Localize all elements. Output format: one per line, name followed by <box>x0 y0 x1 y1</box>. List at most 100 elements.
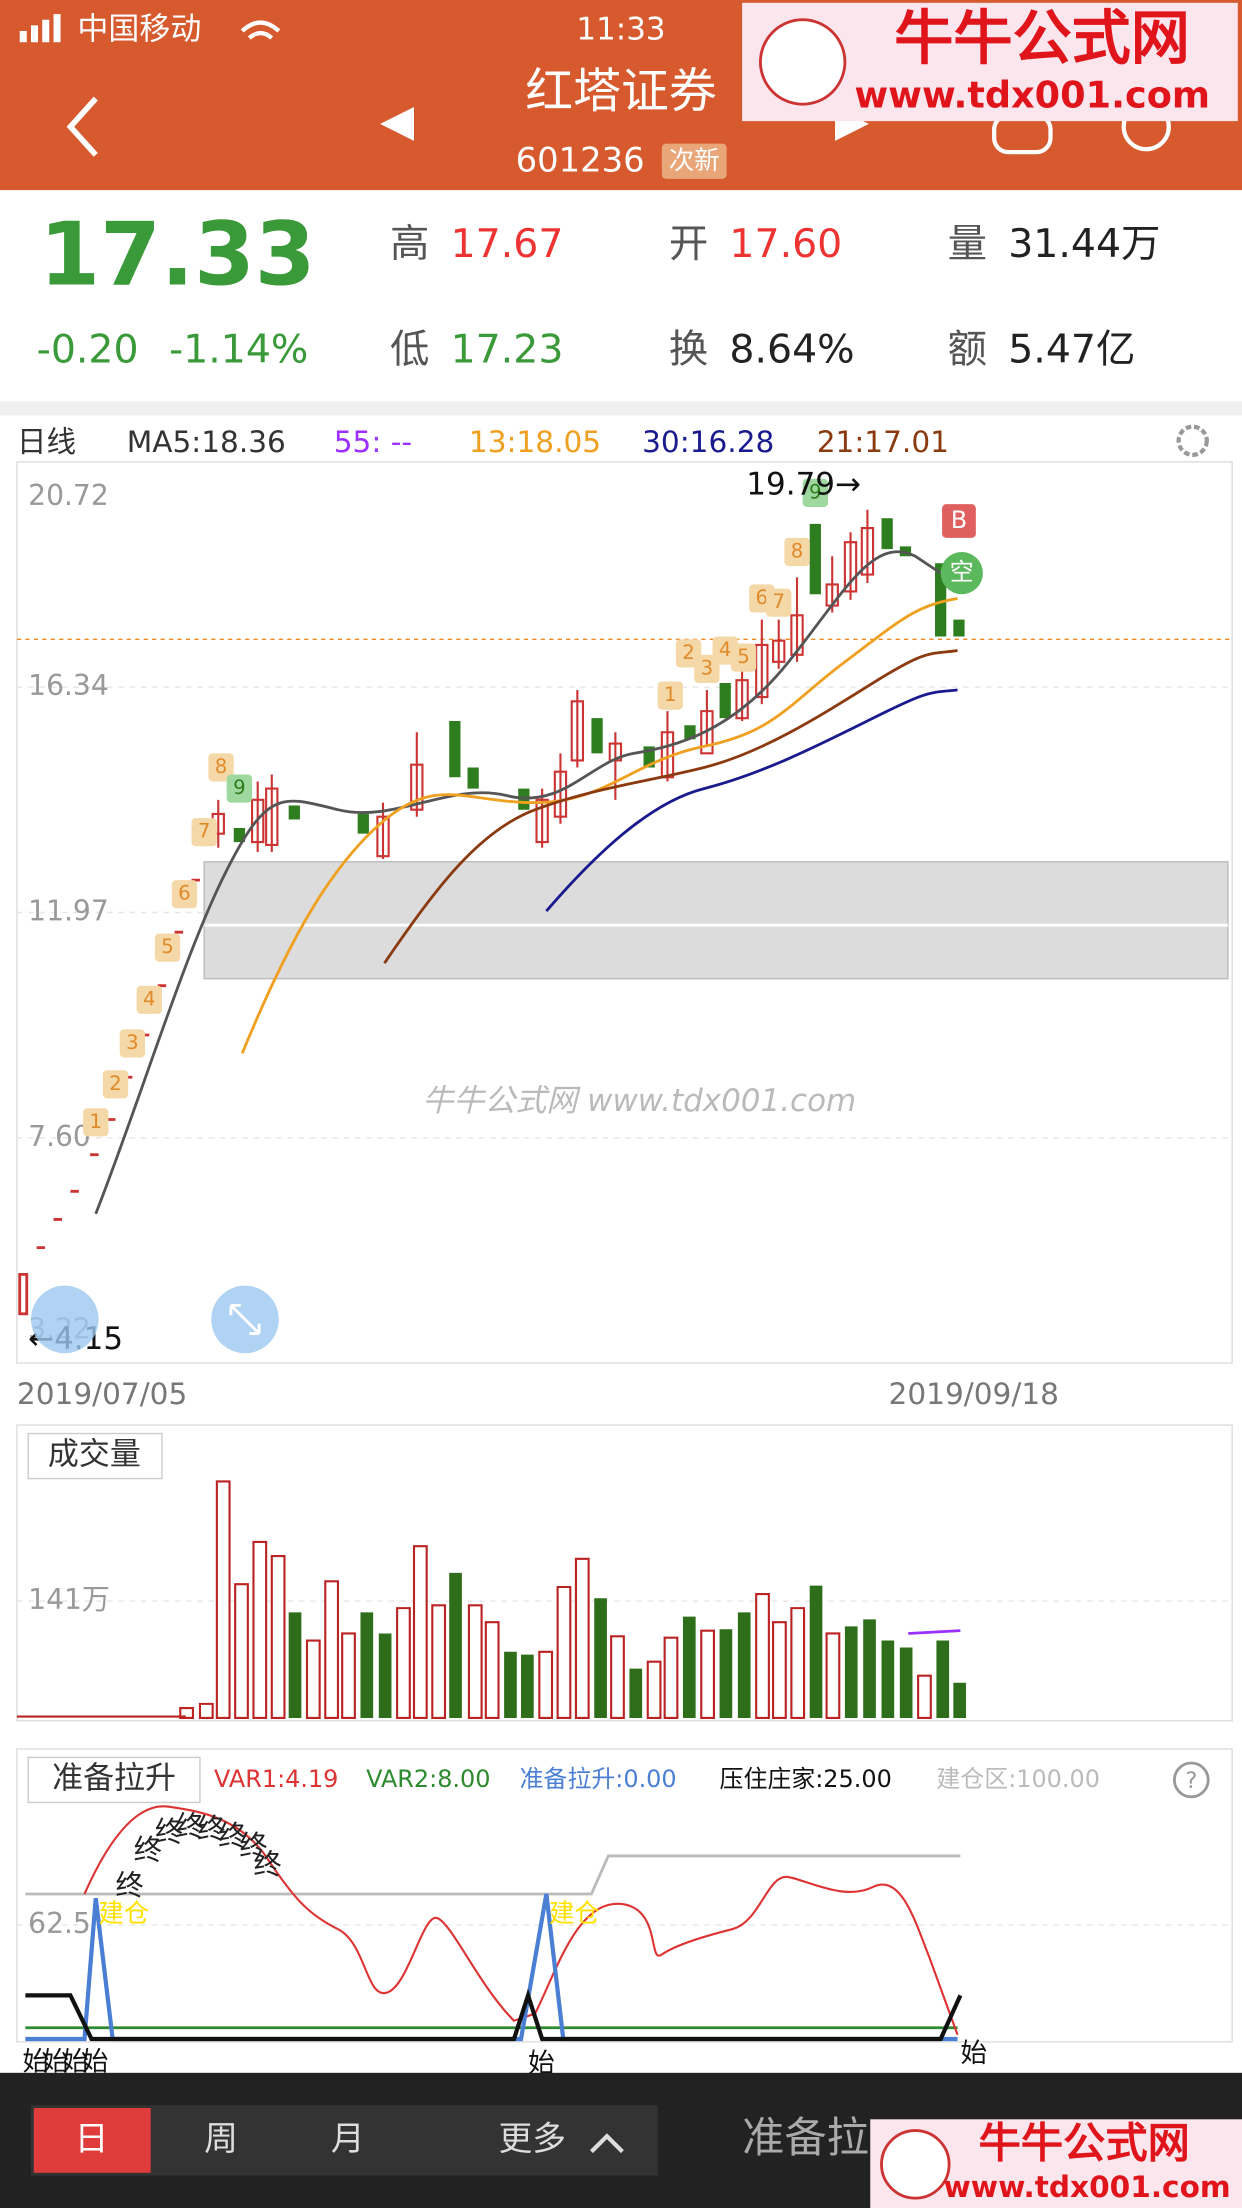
field-value: 31.44万 <box>1008 221 1160 267</box>
marker: 4 <box>143 987 156 1010</box>
indicator-legend: 建仓区:100.00 <box>936 1765 1100 1793</box>
bottom-label[interactable]: 准备拉 <box>742 2113 869 2162</box>
price: 17.33 <box>39 203 315 305</box>
watermark-name: 牛牛公式网 <box>894 3 1190 72</box>
marker: 5 <box>161 935 174 958</box>
tab[interactable]: 月 <box>331 2119 365 2158</box>
field-value: 17.67 <box>451 221 564 267</box>
sell-signal: 空 <box>950 558 974 586</box>
marker: 8 <box>215 755 228 778</box>
field-label: 低 <box>390 327 429 373</box>
end-mark: 终 <box>176 1810 204 1843</box>
holder-line <box>25 1988 963 2042</box>
chart-watermark: 牛牛公式网 www.tdx001.com <box>422 1083 856 1119</box>
end-mark: 终 <box>197 1813 225 1846</box>
ma5-line <box>94 550 959 1215</box>
volume-title: 成交量 <box>48 1437 141 1473</box>
help-button[interactable] <box>1173 1761 1210 1799</box>
zone-line <box>25 1854 961 1896</box>
signal-line <box>25 1893 958 2042</box>
marker: 2 <box>109 1072 122 1095</box>
volume-title-bg[interactable] <box>27 1432 163 1480</box>
up-candles <box>211 509 875 859</box>
watermark-name: 牛牛公式网 <box>979 2119 1190 2168</box>
marker: 3 <box>701 656 714 679</box>
indicator-title-bg[interactable] <box>27 1756 201 1804</box>
volume-up-bars <box>16 1480 932 1720</box>
marker: 7 <box>772 590 785 613</box>
field-label: 量 <box>948 221 987 267</box>
back-button[interactable] <box>66 96 98 157</box>
marker: 7 <box>198 820 211 843</box>
indicator-frame <box>16 1748 1233 2043</box>
volume-y-label: 141万 <box>28 1583 110 1616</box>
marker: 1 <box>89 1110 102 1133</box>
y-label: 11.97 <box>28 894 109 927</box>
watermark-url: www.tdx001.com <box>854 74 1210 117</box>
stock-tag: 次新 <box>669 145 720 175</box>
field-value: 17.60 <box>729 221 842 267</box>
field-value: 8.64% <box>729 327 854 373</box>
ma21-line <box>383 649 958 964</box>
buy-signal: B <box>951 506 967 534</box>
var1-line <box>83 1805 959 2036</box>
markers: 1 2 3 4 5 6 7 8 9 1 2 3 4 5 6 7 8 9 <box>83 478 828 1137</box>
buy-signal-bg <box>942 504 976 538</box>
tab[interactable]: 日 <box>75 2119 109 2158</box>
ma13-line <box>240 597 958 1054</box>
marker: 5 <box>737 645 750 668</box>
y-label: 7.60 <box>28 1120 91 1153</box>
start-mark: 始 <box>42 2046 69 2077</box>
marker: 9 <box>233 776 246 799</box>
tab[interactable]: 更多 <box>498 2119 566 2158</box>
marker: 2 <box>682 641 695 664</box>
field-value: 5.47亿 <box>1008 327 1135 373</box>
prev-stock[interactable] <box>380 107 414 141</box>
marker: 9 <box>809 480 822 503</box>
volume-frame <box>16 1424 1233 1722</box>
ma-legend: MA5:18.36 <box>127 425 286 459</box>
more-arrow <box>589 2133 624 2154</box>
change: -0.20 <box>37 327 139 373</box>
separator <box>0 401 1242 416</box>
marker: 3 <box>126 1031 139 1054</box>
volume-ma <box>908 1629 961 1635</box>
change-pct: -1.14% <box>169 327 308 373</box>
build-zone <box>203 861 1229 980</box>
field-label: 额 <box>948 327 987 373</box>
indicator-y-label: 62.5 <box>28 1907 91 1940</box>
tab-active-bg <box>33 2108 151 2173</box>
watermark-url: www.tdx001.com <box>943 2170 1230 2204</box>
field-label: 开 <box>669 221 708 267</box>
settings-button[interactable] <box>1176 424 1209 457</box>
stock-code: 601236 <box>516 140 645 179</box>
marker: 1 <box>664 683 677 706</box>
scroll-button[interactable] <box>30 1285 99 1354</box>
end-mark: 终 <box>155 1815 183 1848</box>
end-mark: 终 <box>218 1820 246 1853</box>
field-label: 换 <box>669 327 708 373</box>
end-mark: 终 <box>134 1834 162 1867</box>
clock: 11:33 <box>576 11 665 47</box>
marker: 6 <box>178 882 191 905</box>
period[interactable]: 日线 <box>17 425 76 459</box>
start-mark: 始 <box>23 2046 50 2077</box>
volume-down-bars <box>288 1572 966 1718</box>
y-label: 16.34 <box>28 669 109 702</box>
ma-legend: 30:16.28 <box>642 425 774 459</box>
ma30-line <box>545 688 958 913</box>
indicator-legend: 压住庄家:25.00 <box>720 1765 892 1793</box>
marker: 8 <box>791 540 804 563</box>
indicator-title: 准备拉升 <box>52 1760 176 1796</box>
ma-legend: 21:17.01 <box>817 425 949 459</box>
build-mark: 建仓 <box>549 1898 600 1928</box>
marker: 4 <box>719 638 732 661</box>
ma-legend: 55: -- <box>334 425 412 459</box>
signal-icon <box>19 14 61 43</box>
wifi-icon <box>240 20 281 40</box>
build-mark: 建仓 <box>99 1898 150 1928</box>
end-mark: 终 <box>253 1848 281 1881</box>
y-label: 20.72 <box>28 479 109 512</box>
field-value: 17.23 <box>451 327 564 373</box>
tab[interactable]: 周 <box>204 2119 238 2158</box>
